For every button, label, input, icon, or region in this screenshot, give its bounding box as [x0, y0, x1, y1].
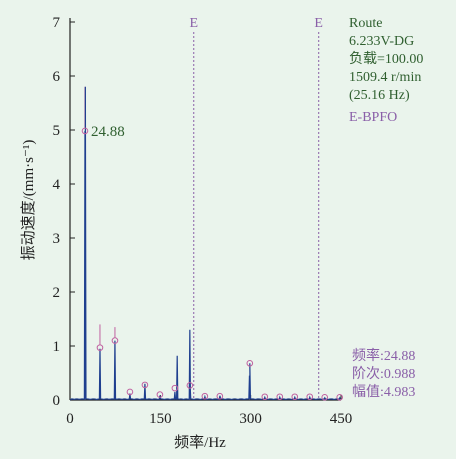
y-axis-label: 振动速度/(mm·s⁻¹) [20, 140, 37, 261]
harmonic-marker [126, 388, 134, 396]
harmonic-marker [81, 127, 89, 135]
harmonic-marker [111, 337, 119, 344]
readout-amplitude: 幅值:4.983 [352, 384, 415, 400]
info-speed: 1509.4 r/min [349, 70, 421, 85]
cursor-readout: 频率:24.88 阶次:0.988 幅值:4.983 [352, 347, 415, 400]
harmonic-marker [171, 384, 179, 392]
harmonic-marker [186, 382, 194, 389]
readout-order: 阶次:0.988 [352, 366, 415, 382]
y-tick-label: 2 [53, 285, 61, 301]
info-route: Route [349, 16, 382, 31]
y-tick-label: 7 [53, 15, 61, 31]
x-tick-label: 0 [66, 411, 74, 427]
harmonic-markers [81, 127, 343, 401]
x-tick-label: 300 [239, 411, 262, 427]
y-ticks: 0 1 2 3 4 5 6 7 [53, 15, 75, 409]
harmonic-marker [291, 393, 299, 401]
axes [69, 18, 341, 401]
harmonic-marker [246, 359, 254, 367]
y-tick-label: 5 [53, 123, 61, 139]
harmonic-marker [141, 381, 149, 389]
info-load: 负载=100.00 [349, 51, 423, 67]
readout-frequency: 频率:24.88 [352, 347, 415, 364]
harmonic-marker [306, 393, 314, 401]
x-tick-label: 150 [149, 411, 172, 427]
harmonic-marker [201, 392, 209, 400]
x-axis-label: 频率/Hz [174, 434, 226, 451]
y-tick-label: 3 [53, 231, 61, 247]
harmonic-marker [321, 394, 329, 401]
peak-annotation: 24.88 [91, 124, 125, 140]
bpfo-label: E [314, 16, 323, 31]
info-fault: E-BPFO [349, 110, 397, 125]
info-speed-hz: (25.16 Hz) [349, 88, 410, 103]
harmonic-marker [216, 392, 224, 400]
x-ticks: 0 150 300 450 [66, 395, 352, 427]
y-tick-label: 6 [53, 69, 61, 85]
harmonic-marker [96, 344, 104, 351]
x-tick-label: 450 [330, 411, 353, 427]
harmonic-marker [261, 393, 269, 401]
bpfo-label: E [189, 16, 198, 31]
y-tick-label: 4 [53, 177, 61, 193]
harmonic-marker [336, 394, 343, 401]
info-panel: Route 6.233V-DG 负载=100.00 1509.4 r/min (… [349, 16, 423, 125]
y-tick-label: 1 [53, 339, 61, 355]
harmonic-marker [276, 393, 284, 401]
harmonic-marker [156, 391, 164, 398]
info-point: 6.233V-DG [349, 34, 414, 49]
y-tick-label: 0 [53, 393, 61, 409]
